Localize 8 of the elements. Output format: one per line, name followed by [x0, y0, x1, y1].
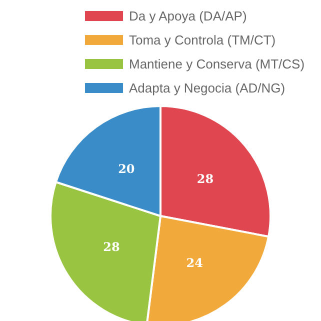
data-label: 24: [186, 256, 203, 270]
legend-label: Da y Apoya (DA/AP): [129, 8, 247, 24]
data-label: 28: [196, 172, 214, 186]
data-label: 28: [103, 240, 120, 254]
legend-label: Mantiene y Conserva (MT/CS): [129, 56, 305, 72]
legend-label: Adapta y Negocia (AD/NG): [129, 80, 286, 96]
legend-label: Toma y Controla (TM/CT): [129, 32, 276, 48]
data-label: 20: [118, 162, 135, 176]
